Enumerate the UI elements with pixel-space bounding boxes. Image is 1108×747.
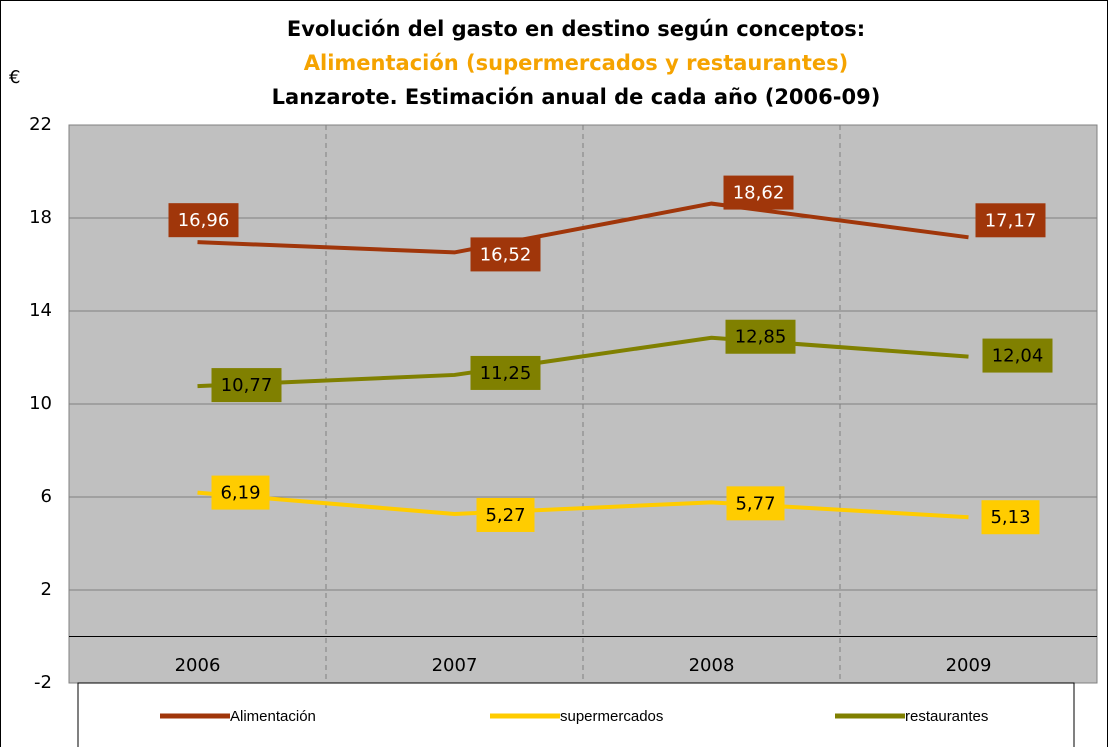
chart-subtitle: Lanzarote. Estimación anual de cada año … xyxy=(272,85,881,109)
data-label-box xyxy=(726,486,785,521)
legend-label: restaurantes xyxy=(905,708,988,725)
y-axis-label: € xyxy=(9,67,20,88)
data-label: 5,77 xyxy=(735,493,775,514)
data-label-box xyxy=(723,175,794,210)
data-label: 10,77 xyxy=(221,375,273,396)
series-line xyxy=(197,335,969,389)
y-tick-label: 18 xyxy=(29,207,52,228)
y-tick-label: 10 xyxy=(29,393,52,414)
data-label: 12,85 xyxy=(735,327,787,348)
legend-label: Alimentación xyxy=(230,708,316,725)
chart-subtitle: Alimentación (supermercados y restaurant… xyxy=(304,51,848,75)
data-label-box xyxy=(470,355,541,390)
data-label: 16,96 xyxy=(178,210,230,231)
data-label: 11,25 xyxy=(480,363,532,384)
data-label-box xyxy=(725,319,796,354)
y-tick-label: -2 xyxy=(34,672,52,693)
chart-title: Evolución del gasto en destino según con… xyxy=(287,17,865,41)
data-label-box xyxy=(975,203,1046,238)
data-label: 5,13 xyxy=(990,507,1030,528)
data-label-box xyxy=(982,338,1053,373)
data-label-box xyxy=(981,500,1040,535)
data-label: 18,62 xyxy=(733,183,785,204)
y-tick-label: 14 xyxy=(29,300,52,321)
data-label: 17,17 xyxy=(985,210,1037,231)
data-label-box xyxy=(211,475,270,510)
data-label: 16,52 xyxy=(480,244,532,265)
x-tick-label: 2007 xyxy=(432,655,478,676)
y-tick-label: 2 xyxy=(41,579,52,600)
data-label-box xyxy=(476,497,535,532)
data-label-box xyxy=(168,203,239,238)
y-tick-label: 22 xyxy=(29,114,52,135)
series-line xyxy=(197,201,969,255)
data-label: 6,19 xyxy=(220,483,260,504)
data-label-box xyxy=(211,368,282,403)
legend-label: supermercados xyxy=(560,708,663,725)
data-label-box xyxy=(470,237,541,272)
data-label: 5,27 xyxy=(485,505,525,526)
data-label: 12,04 xyxy=(992,346,1044,367)
y-tick-label: 6 xyxy=(41,486,52,507)
series-line xyxy=(197,490,969,520)
legend-box xyxy=(77,682,1075,747)
x-tick-label: 2006 xyxy=(175,655,221,676)
x-tick-label: 2009 xyxy=(946,655,992,676)
x-tick-label: 2008 xyxy=(689,655,735,676)
